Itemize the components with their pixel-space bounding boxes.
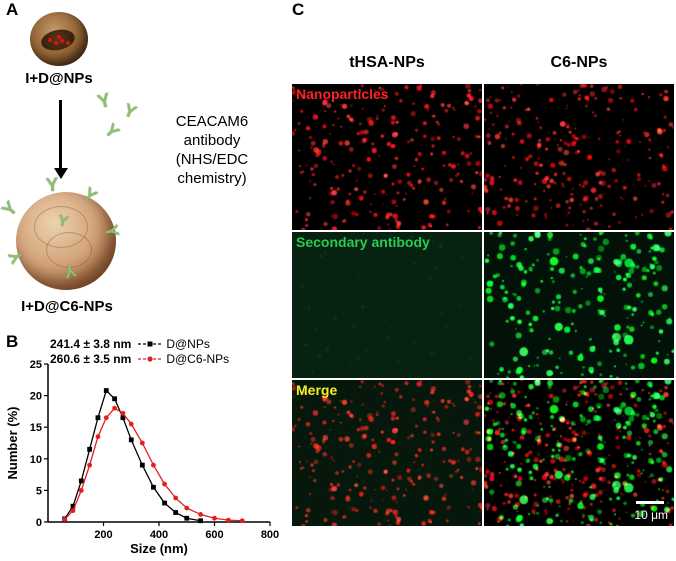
row-label-nanoparticles: Nanoparticles xyxy=(296,86,389,102)
legend-row: 260.6 ± 3.5 nm D@C6-NPs xyxy=(50,351,229,366)
panel-a-label: A xyxy=(6,0,19,19)
panel-c-label: C xyxy=(292,0,305,19)
antibody-icon: Y xyxy=(95,89,114,114)
svg-text:20: 20 xyxy=(30,391,42,403)
top-particle-label: I+D@NPs xyxy=(25,70,93,87)
svg-text:10: 10 xyxy=(30,454,42,466)
micrograph-image xyxy=(484,232,674,378)
svg-text:Size (nm): Size (nm) xyxy=(130,541,188,556)
legend-row: 241.4 ± 3.8 nm D@NPs xyxy=(50,336,229,351)
panel-b: B 241.4 ± 3.8 nm D@NPs 260.6 ± 3.5 nm D@… xyxy=(4,332,284,558)
series-marker-icon xyxy=(138,355,163,362)
svg-text:5: 5 xyxy=(36,485,42,497)
micrograph-thsa-merge: Merge xyxy=(292,380,482,526)
microscopy-grid: Nanoparticles Secondary antibody Merge 1… xyxy=(292,84,674,526)
mean-size-annotation: 241.4 ± 3.8 nm xyxy=(50,336,132,351)
row-label-merge: Merge xyxy=(296,382,338,398)
antibody-conjugated-nanoparticle-illustration xyxy=(16,192,116,290)
mean-size-annotation: 260.6 ± 3.5 nm xyxy=(50,351,132,366)
svg-text:400: 400 xyxy=(150,529,168,541)
sphere-texture xyxy=(46,232,92,268)
series-name: D@NPs xyxy=(166,336,210,351)
svg-text:200: 200 xyxy=(94,529,112,541)
antibody-icon: Y xyxy=(120,99,140,123)
panel-b-label: B xyxy=(6,332,19,351)
reaction-arrow-head-icon xyxy=(54,168,68,179)
micrograph-image xyxy=(292,232,482,378)
reaction-line: antibody xyxy=(183,132,241,149)
chart-legend: 241.4 ± 3.8 nm D@NPs 260.6 ± 3.5 nm D@C6… xyxy=(50,336,229,366)
drug-dot-icon xyxy=(48,38,52,42)
antibody-icon: Y xyxy=(100,223,124,239)
size-distribution-chart: 200 400 600 800 0 5 10 15 20 25 Size (nm) Number (%… xyxy=(6,359,279,556)
drug-dot-icon xyxy=(66,41,70,45)
svg-text:0: 0 xyxy=(36,517,42,529)
svg-text:Number (%): Number (%) xyxy=(6,407,20,480)
svg-text:15: 15 xyxy=(30,422,42,434)
micrograph-c6-nanoparticles xyxy=(484,84,674,230)
panel-c: C tHSA-NPs C6-NPs Nanoparticles Secondar… xyxy=(290,0,676,561)
nanoparticle-opening xyxy=(39,26,77,54)
reaction-line: chemistry) xyxy=(177,170,247,187)
micrograph-thsa-nanoparticles: Nanoparticles xyxy=(292,84,482,230)
antibody-icon: Y xyxy=(45,174,60,197)
svg-text:800: 800 xyxy=(261,529,279,541)
antibody-icon: Y xyxy=(0,197,23,222)
column-header-c6-nps: C6-NPs xyxy=(550,54,608,71)
panel-a: A I+D@NPs Y Y Y CEACAM6 antibody (NHS/ED… xyxy=(0,0,288,332)
micrograph-c6-merge: 10 μm xyxy=(484,380,674,526)
reaction-text: CEACAM6 antibody (NHS/EDC chemistry) xyxy=(138,112,286,188)
micrograph-image xyxy=(484,84,674,230)
drug-dot-icon xyxy=(54,41,58,45)
column-header-thsa-nps: tHSA-NPs xyxy=(349,54,425,71)
reaction-line: CEACAM6 xyxy=(175,113,249,130)
svg-text:25: 25 xyxy=(30,359,42,371)
series-marker-icon xyxy=(138,341,163,346)
bottom-particle-label: I+D@C6-NPs xyxy=(21,298,113,315)
micrograph-image xyxy=(484,380,674,526)
drug-dot-icon xyxy=(60,39,64,43)
drug-loaded-nanoparticle-illustration xyxy=(30,12,88,66)
reaction-arrow xyxy=(59,100,62,170)
row-label-secondary-antibody: Secondary antibody xyxy=(296,234,430,250)
micrograph-image xyxy=(292,84,482,230)
micrograph-image xyxy=(292,380,482,526)
series-name: D@C6-NPs xyxy=(166,351,230,366)
antibody-icon: Y xyxy=(100,119,124,143)
micrograph-c6-secondary-antibody xyxy=(484,232,674,378)
micrograph-thsa-secondary-antibody: Secondary antibody xyxy=(292,232,482,378)
scale-bar-label: 10 μm xyxy=(634,508,668,522)
reaction-line: (NHS/EDC xyxy=(175,151,249,168)
scale-bar xyxy=(636,501,664,504)
svg-text:600: 600 xyxy=(205,529,223,541)
drug-dot-icon xyxy=(57,35,61,39)
